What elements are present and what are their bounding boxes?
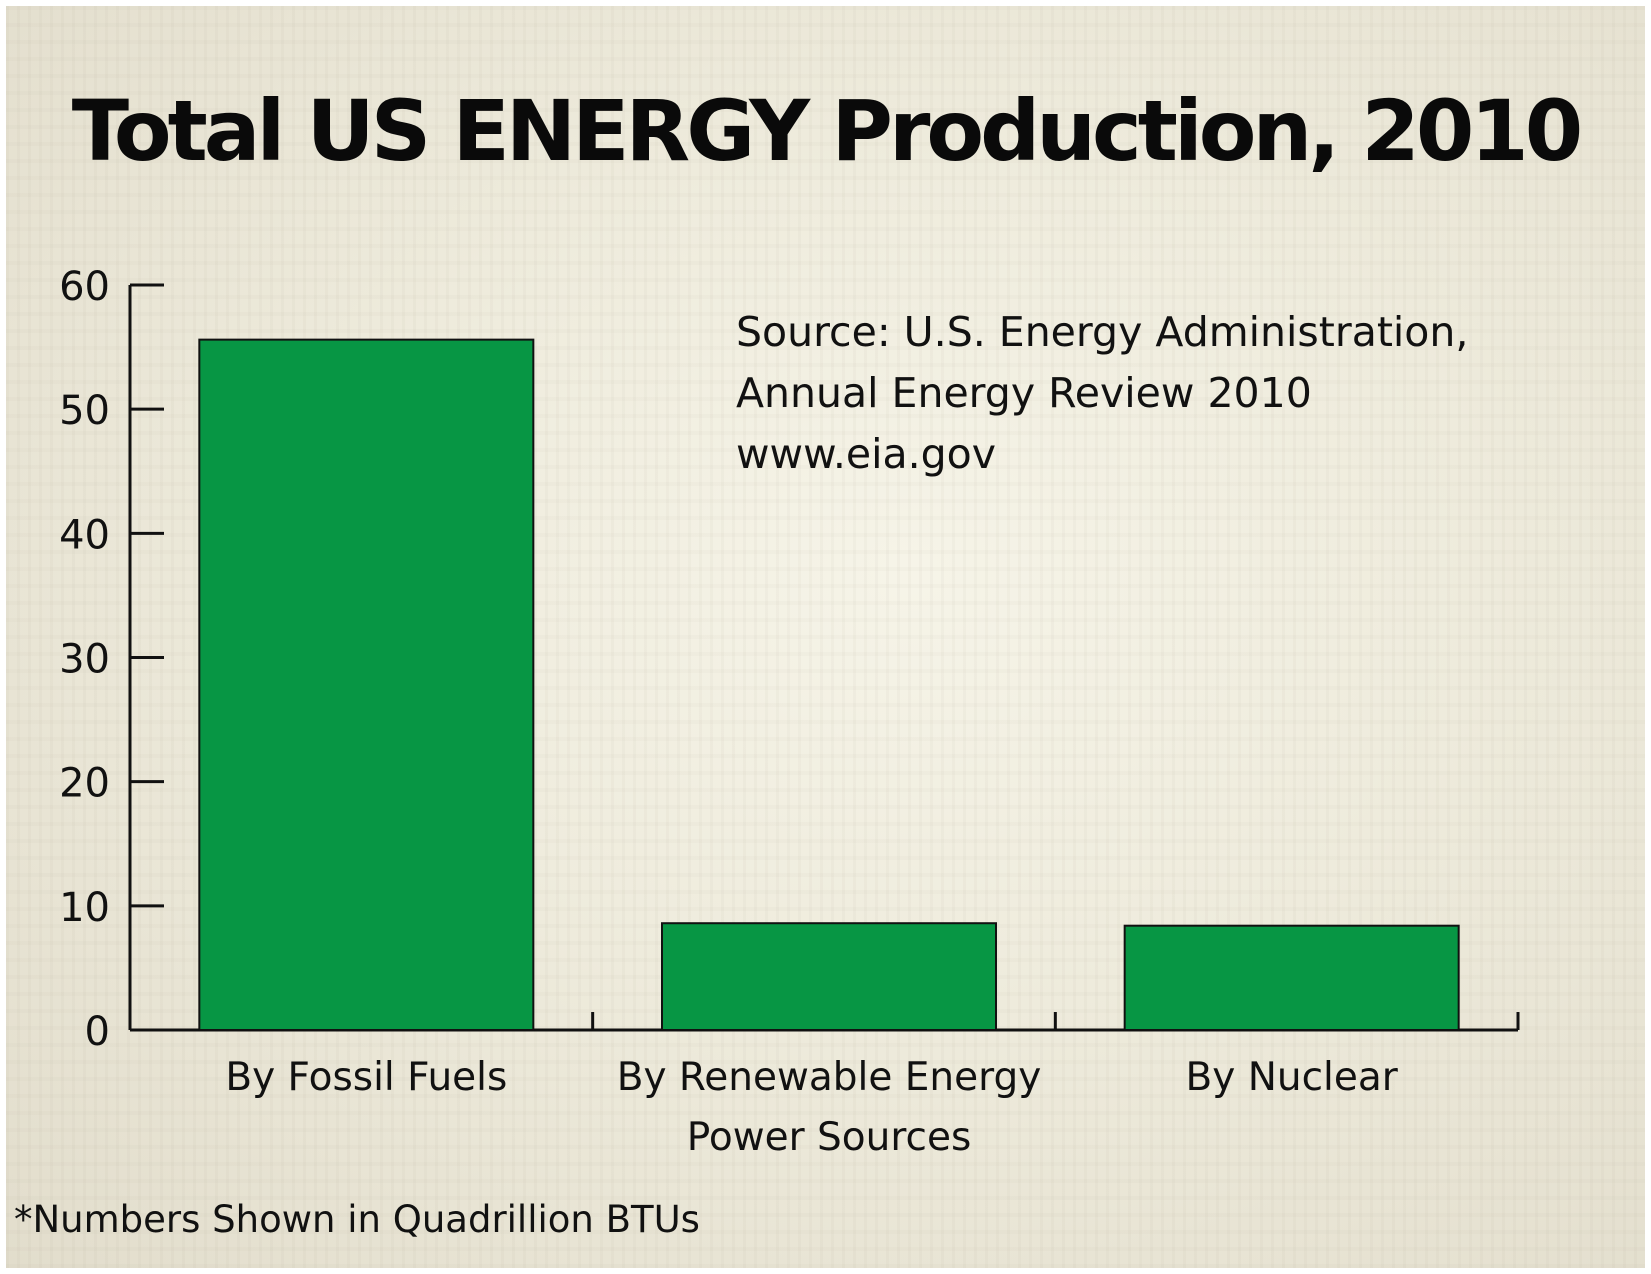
footnote: *Numbers Shown in Quadrillion BTUs	[14, 1198, 700, 1241]
y-tick-label: 10	[59, 885, 110, 931]
source-line-1: Source: U.S. Energy Administration,	[736, 308, 1469, 356]
y-tick-label: 40	[59, 512, 110, 558]
x-category-label: Power Sources	[687, 1115, 972, 1160]
x-category-label: By Renewable Energy	[617, 1055, 1042, 1100]
source-line-3: www.eia.gov	[736, 430, 997, 478]
x-category-label: By Fossil Fuels	[225, 1055, 507, 1100]
y-tick-label: 60	[59, 264, 110, 310]
source-line-2: Annual Energy Review 2010	[736, 369, 1312, 417]
y-tick-label: 0	[85, 1009, 110, 1055]
x-category-label: By Nuclear	[1185, 1055, 1398, 1100]
y-tick-label: 50	[59, 388, 110, 434]
bar	[1123, 924, 1460, 1032]
bar	[198, 338, 535, 1031]
y-tick-label: 30	[59, 637, 110, 683]
bar	[661, 922, 997, 1032]
source-note: Source: U.S. Energy Administration, Annu…	[736, 302, 1468, 485]
y-tick-label: 20	[59, 761, 110, 807]
chart-title: Total US ENERGY Production, 2010	[71, 82, 1583, 180]
